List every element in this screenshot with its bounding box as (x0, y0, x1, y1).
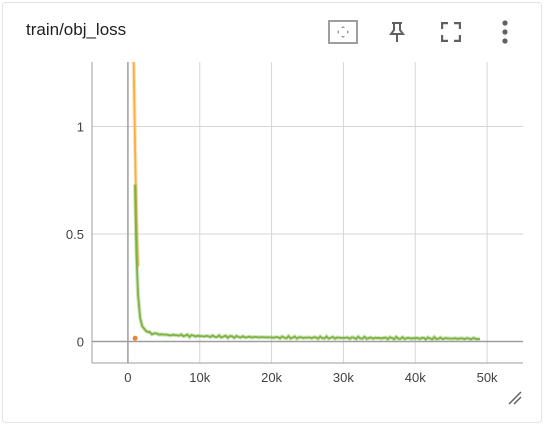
series-line-halo (133, 184, 481, 343)
fullscreen-button[interactable] (433, 17, 469, 47)
x-tick-label: 20k (261, 370, 282, 385)
fullscreen-icon (441, 22, 461, 42)
pin-icon (389, 22, 405, 42)
x-tick-label: 10k (189, 370, 210, 385)
data-selection-button[interactable] (325, 17, 361, 47)
fit-domain-icon (328, 20, 358, 44)
data-point-marker (132, 335, 138, 341)
series-line (134, 184, 481, 341)
y-tick-label: 0.5 (66, 227, 84, 242)
x-tick-label: 30k (333, 370, 354, 385)
x-tick-label: 40k (405, 370, 426, 385)
more-menu-button[interactable] (487, 17, 523, 47)
y-tick-label: 0 (77, 335, 84, 350)
more-vert-icon (502, 20, 508, 44)
card-title: train/obj_loss (26, 20, 127, 39)
y-tick-label: 1 (77, 120, 84, 135)
x-tick-label: 0 (124, 370, 131, 385)
pin-button[interactable] (379, 17, 415, 47)
x-tick-label: 50k (477, 370, 498, 385)
card-toolbar (307, 17, 523, 47)
resize-handle-icon (508, 391, 522, 405)
